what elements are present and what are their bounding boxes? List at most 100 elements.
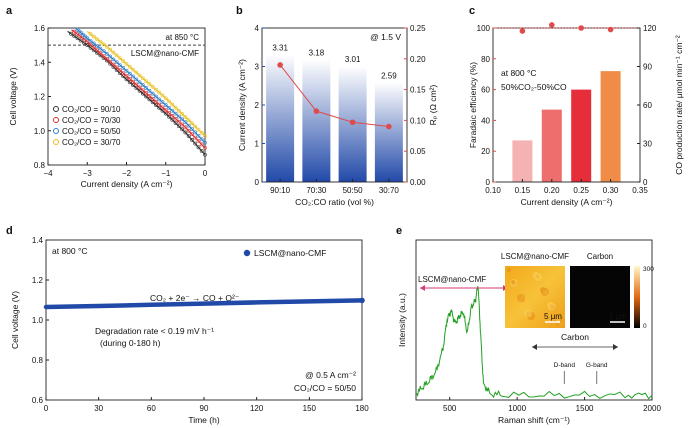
data-point bbox=[186, 128, 191, 133]
x-tick-label: 0 bbox=[44, 404, 49, 413]
x-tick-label: −2 bbox=[122, 169, 132, 178]
x-tick-label: 30:70 bbox=[379, 186, 400, 195]
y2-tick-label: 30 bbox=[643, 140, 652, 149]
data-point bbox=[193, 124, 198, 129]
data-point bbox=[163, 108, 168, 113]
x-tick-label: 90 bbox=[200, 404, 209, 413]
x-tick-label: 0.35 bbox=[632, 186, 648, 195]
data-point bbox=[134, 77, 139, 82]
y2-tick-label: 120 bbox=[643, 24, 657, 33]
data-point bbox=[88, 38, 93, 43]
data-point bbox=[157, 97, 162, 102]
y-axis-label: Current density (A cm⁻²) bbox=[237, 59, 247, 151]
data-point bbox=[180, 117, 185, 122]
y-tick-label: 1.2 bbox=[32, 276, 44, 285]
bar-value-label: 2.59 bbox=[381, 71, 397, 80]
map-texture bbox=[511, 280, 515, 284]
map-texture bbox=[524, 309, 532, 317]
panel-e-axes bbox=[415, 239, 653, 401]
map-texture bbox=[507, 268, 511, 272]
data-point bbox=[160, 100, 165, 105]
map-texture bbox=[517, 294, 525, 302]
data-point bbox=[75, 36, 80, 41]
x-tick-label: 0.30 bbox=[603, 186, 619, 195]
y-tick-label: 0.6 bbox=[32, 396, 44, 405]
left-region-label: LSCM@nano-CMF bbox=[418, 275, 486, 284]
data-point bbox=[176, 114, 181, 119]
y-tick-label: 40 bbox=[481, 116, 490, 125]
data-point bbox=[190, 127, 194, 131]
data-point bbox=[88, 42, 93, 47]
data-point bbox=[91, 45, 96, 50]
legend-marker bbox=[53, 106, 59, 112]
data-point bbox=[144, 86, 149, 90]
y-tick-label: 1.4 bbox=[34, 58, 46, 67]
x-tick-label: −1 bbox=[161, 169, 171, 178]
bar bbox=[571, 89, 592, 182]
data-point bbox=[124, 74, 129, 78]
rp-point bbox=[386, 123, 392, 130]
data-point bbox=[199, 130, 204, 135]
data-point bbox=[114, 65, 119, 70]
data-point bbox=[147, 82, 152, 86]
bar bbox=[541, 109, 562, 182]
data-point bbox=[137, 85, 142, 90]
y2-tick-label: 0.25 bbox=[410, 24, 426, 33]
data-point bbox=[193, 135, 198, 140]
data-point bbox=[150, 96, 155, 101]
data-point bbox=[203, 133, 207, 138]
inset-lscm-title: LSCM@nano-CMF bbox=[501, 252, 569, 261]
y-tick-label: 4 bbox=[255, 24, 260, 33]
series-line bbox=[75, 27, 206, 144]
data-point bbox=[75, 27, 80, 32]
data-point bbox=[190, 137, 194, 142]
raman-spectrum bbox=[415, 286, 653, 400]
fe-point bbox=[519, 28, 526, 34]
data-point bbox=[203, 152, 207, 157]
x-axis-label: Raman shift (cm⁻¹) bbox=[498, 415, 570, 425]
data-point bbox=[134, 82, 139, 87]
y-tick-label: 0 bbox=[486, 178, 491, 187]
panel-c-temperature: at 800 °C bbox=[501, 68, 537, 78]
bar bbox=[374, 82, 403, 182]
x-tick-label: 0 bbox=[203, 169, 208, 178]
data-point bbox=[180, 112, 185, 116]
y-tick-label: 1.0 bbox=[32, 316, 44, 325]
data-point bbox=[176, 108, 181, 113]
data-point bbox=[127, 71, 132, 76]
scale-bar-label: 5 μm bbox=[609, 312, 627, 321]
data-point bbox=[157, 102, 162, 107]
panel-b-voltage-annotation: @ 1.5 V bbox=[370, 32, 401, 42]
endpoint-marker bbox=[359, 297, 365, 304]
data-point bbox=[98, 46, 103, 51]
data-point bbox=[111, 57, 116, 62]
data-point bbox=[124, 68, 129, 73]
y-axis-label: Faradaic efficiency (%) bbox=[468, 62, 478, 148]
x-axis-label: CO₂:CO ratio (vol %) bbox=[295, 197, 374, 207]
data-point bbox=[196, 145, 201, 150]
fe-point bbox=[549, 22, 555, 28]
rp-point bbox=[313, 108, 320, 114]
y-axis-label: Cell voltage (V) bbox=[10, 291, 20, 349]
x-tick-label: 0.20 bbox=[544, 186, 560, 195]
data-point bbox=[183, 130, 188, 135]
panel-c-label: c bbox=[469, 5, 475, 17]
panel-a-reference-label: LSCM@nano-CMF bbox=[131, 49, 199, 58]
y2-tick-label: 0.00 bbox=[410, 178, 426, 187]
x-tick-label: 0.10 bbox=[485, 186, 501, 195]
x-tick-label: 2000 bbox=[643, 404, 661, 413]
x-tick-label: 1000 bbox=[508, 404, 526, 413]
x-tick-label: 500 bbox=[443, 404, 457, 413]
data-point bbox=[101, 49, 106, 54]
data-point bbox=[72, 34, 77, 38]
data-point bbox=[140, 88, 145, 93]
data-point bbox=[193, 130, 198, 135]
y2-tick-label: 0.05 bbox=[410, 147, 426, 156]
rp-point bbox=[349, 119, 356, 126]
arrow-head bbox=[613, 344, 618, 350]
x-tick-label: 50:50 bbox=[343, 186, 364, 195]
data-point bbox=[124, 62, 129, 66]
test-gas-ratio: CO₂/CO = 50/50 bbox=[294, 383, 356, 393]
data-point bbox=[74, 31, 79, 36]
panel-a-label: a bbox=[6, 5, 13, 17]
